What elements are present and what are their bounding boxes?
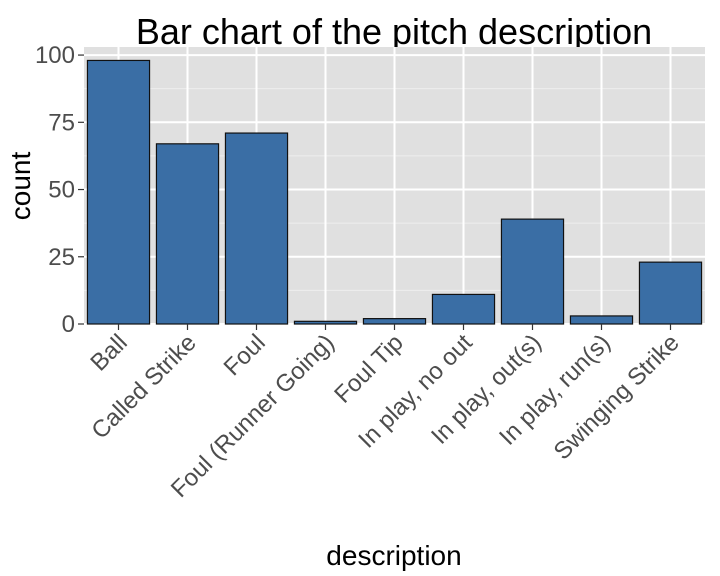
bar-foul-runner-going [293, 320, 358, 325]
x-axis-title: description [326, 540, 461, 571]
y-tick-label: 0 [62, 311, 75, 338]
y-tick-label: 100 [35, 42, 75, 69]
bars [86, 59, 703, 325]
bar-in-play-run-s [569, 315, 634, 325]
x-tick-label: Foul [219, 329, 271, 381]
x-tick-label: Swinging Strike [549, 329, 685, 465]
y-tick-label: 50 [48, 177, 75, 204]
y-tick-label: 75 [48, 109, 75, 136]
bar-foul [224, 132, 289, 325]
bar-called-strike [155, 143, 220, 325]
chart-title: Bar chart of the pitch description [136, 11, 652, 52]
y-axis-ticks: 0 25 50 75 100 [35, 42, 84, 338]
bar-swinging-strike [638, 261, 703, 325]
y-tick-label: 25 [48, 244, 75, 271]
bar-foul-tip [362, 318, 427, 325]
x-tick-label: Ball [85, 329, 132, 376]
bar-ball [86, 59, 151, 325]
bar-in-play-out-s [500, 218, 565, 325]
y-axis-title: count [5, 152, 36, 221]
bar-in-play-no-out [431, 293, 496, 325]
